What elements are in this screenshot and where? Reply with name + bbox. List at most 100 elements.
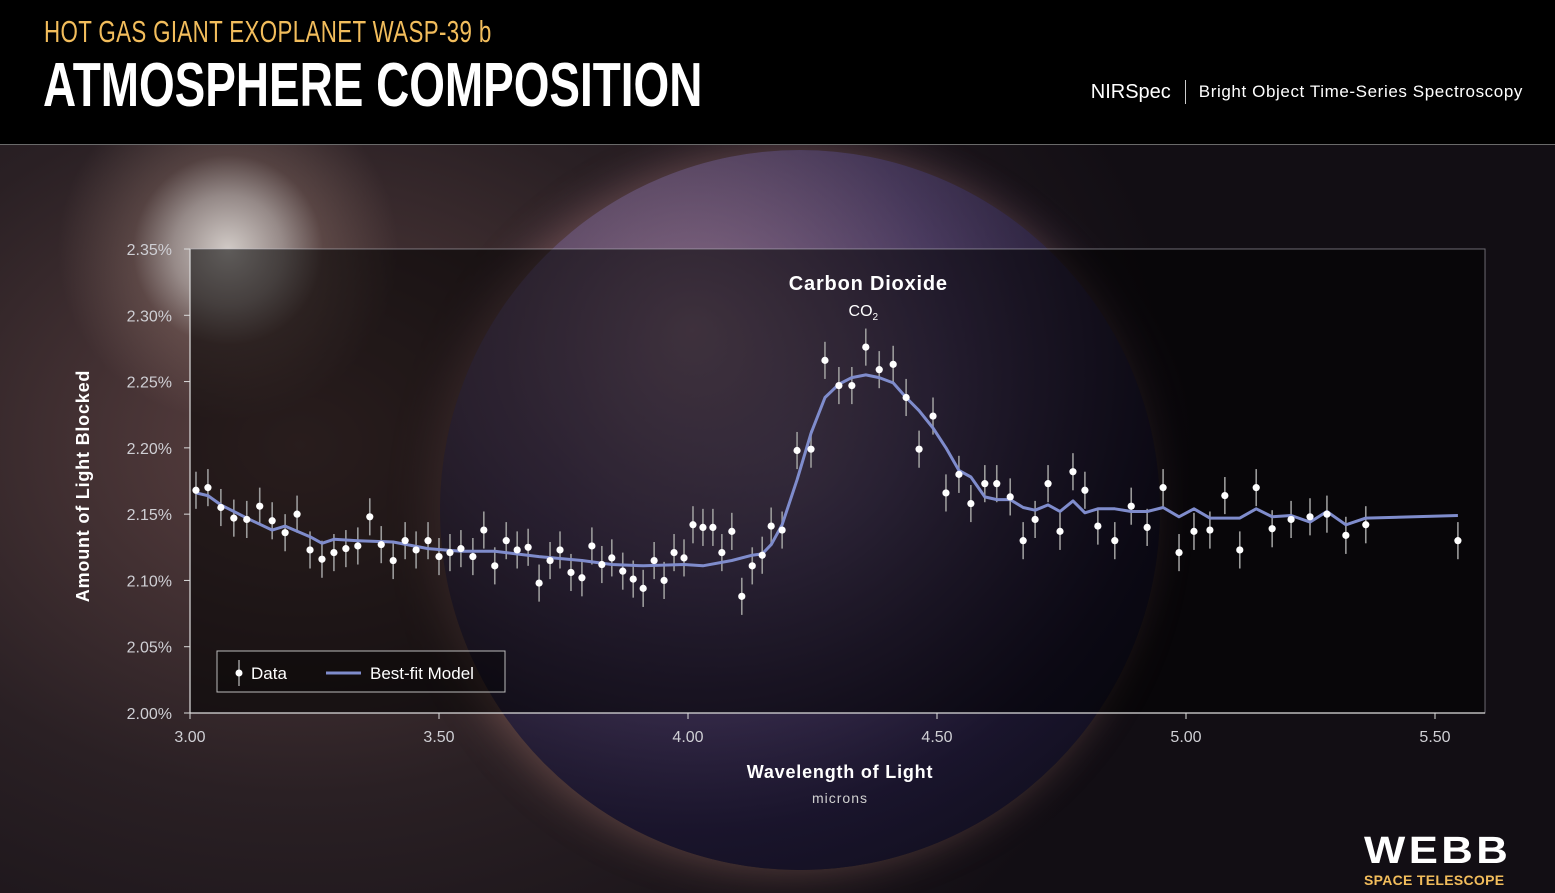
data-point: [1006, 493, 1014, 501]
data-point: [1094, 522, 1102, 530]
data-point: [330, 548, 338, 557]
data-point: [1287, 515, 1295, 524]
data-point: [1323, 510, 1331, 518]
x-tick-label: 3.50: [423, 729, 454, 746]
data-point: [821, 356, 829, 364]
data-point: [588, 542, 596, 550]
y-tick-label: 2.00%: [127, 706, 172, 723]
x-tick-label: 5.50: [1419, 729, 1450, 746]
data-point: [1454, 537, 1462, 545]
y-axis-title: Amount of Light Blocked: [73, 370, 93, 602]
divider: [1184, 80, 1186, 104]
data-point: [1127, 502, 1135, 510]
data-point: [689, 521, 697, 529]
instrument-mode: Bright Object Time-Series Spectroscopy: [1198, 82, 1523, 101]
data-point: [848, 381, 856, 390]
data-point: [758, 551, 766, 559]
data-point: [670, 548, 678, 557]
data-point: [955, 470, 963, 478]
data-point: [480, 526, 488, 534]
data-point: [354, 542, 362, 550]
data-point: [807, 445, 815, 453]
data-point: [915, 445, 923, 453]
plot-area: [189, 248, 1486, 714]
data-point: [243, 515, 251, 524]
data-point: [660, 576, 668, 585]
data-point: [1206, 526, 1214, 534]
data-point: [567, 568, 575, 577]
subtitle: HOT GAS GIANT EXOPLANET WASP-39 b: [44, 14, 492, 49]
data-point: [1175, 548, 1183, 557]
data-point: [446, 548, 454, 557]
y-tick-label: 2.30%: [127, 308, 172, 325]
x-axis-unit: microns: [812, 790, 868, 806]
data-point: [1056, 527, 1064, 535]
data-point: [608, 554, 616, 562]
data-point: [1044, 480, 1052, 488]
x-tick-label: 4.00: [672, 729, 703, 746]
data-point: [342, 545, 350, 553]
data-point: [902, 393, 910, 402]
y-tick-label: 2.20%: [127, 441, 172, 458]
data-point: [306, 546, 314, 554]
data-point: [699, 523, 707, 532]
annotation-formula: CO2: [849, 303, 879, 323]
data-point: [619, 567, 627, 575]
y-tick-label: 2.10%: [127, 573, 172, 590]
data-point: [1190, 527, 1198, 535]
x-tick-label: 5.00: [1170, 729, 1201, 746]
y-tick-label: 2.25%: [127, 375, 172, 392]
data-point: [1081, 486, 1089, 494]
data-point: [598, 560, 606, 569]
data-point: [469, 552, 477, 561]
data-point: [1111, 537, 1119, 545]
data-point: [728, 527, 736, 535]
data-point: [256, 502, 264, 510]
data-point: [862, 343, 870, 351]
legend-data-label: Data: [251, 664, 287, 683]
data-point: [1236, 546, 1244, 554]
data-point: [546, 556, 554, 565]
data-point: [1069, 468, 1077, 476]
logo-wordmark: WEBB: [1364, 830, 1512, 872]
data-point: [578, 574, 586, 582]
data-point: [318, 555, 326, 563]
data-point: [502, 537, 510, 545]
data-point: [942, 489, 950, 497]
legend-model-label: Best-fit Model: [370, 664, 474, 683]
data-point: [967, 499, 975, 508]
data-point: [718, 548, 726, 557]
data-point: [793, 446, 801, 455]
data-point: [889, 360, 897, 368]
data-point: [738, 592, 746, 600]
data-point: [981, 480, 989, 488]
data-point: [513, 546, 521, 554]
data-point: [424, 537, 432, 545]
data-point: [535, 579, 543, 587]
data-point: [230, 514, 238, 522]
data-point: [835, 381, 843, 390]
data-point: [192, 486, 200, 494]
data-point: [366, 513, 374, 521]
page-title: ATMOSPHERE COMPOSITION: [43, 51, 703, 120]
data-point: [389, 556, 397, 565]
data-point: [778, 526, 786, 534]
data-point: [875, 366, 883, 374]
data-point: [1031, 515, 1039, 524]
x-axis-title: Wavelength of Light: [747, 762, 934, 782]
data-point: [281, 529, 289, 537]
y-tick-label: 2.15%: [127, 507, 172, 524]
data-point: [412, 546, 420, 554]
data-point: [1221, 491, 1229, 500]
data-point: [680, 554, 688, 562]
data-point: [401, 537, 409, 545]
data-point: [639, 584, 647, 592]
data-point: [217, 503, 225, 512]
data-point: [709, 523, 717, 532]
data-point: [767, 522, 775, 530]
data-point: [929, 412, 937, 420]
data-point: [204, 484, 212, 492]
logo-tagline: SPACE TELESCOPE: [1364, 872, 1505, 888]
data-point: [268, 517, 276, 525]
data-point: [1252, 484, 1260, 492]
